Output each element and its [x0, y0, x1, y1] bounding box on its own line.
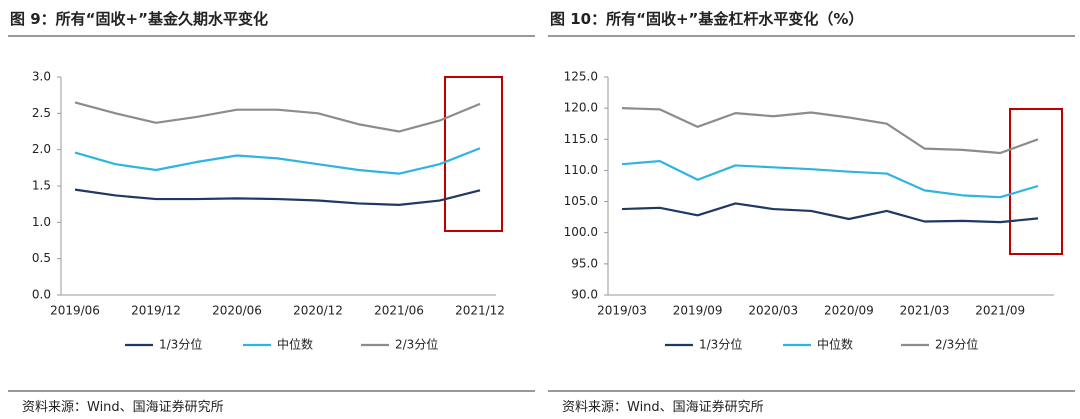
y-tick-label: 115.0	[564, 132, 598, 146]
y-tick-label: 95.0	[571, 256, 598, 270]
y-tick-label: 3.0	[32, 70, 51, 84]
y-tick-label: 125.0	[564, 70, 598, 84]
x-tick-label: 2020/03	[748, 304, 798, 318]
y-tick-label: 1.5	[32, 179, 51, 193]
y-tick-label: 110.0	[564, 163, 598, 177]
legend-label: 2/3分位	[935, 337, 978, 352]
x-tick-label: 2021/06	[374, 304, 424, 318]
x-tick-label: 2019/09	[673, 304, 723, 318]
x-tick-label: 2020/06	[212, 304, 262, 318]
x-tick-label: 2020/09	[824, 304, 874, 318]
x-tick-label: 2021/12	[455, 304, 505, 318]
highlight-box	[1009, 108, 1063, 255]
y-tick-label: 105.0	[564, 194, 598, 208]
y-tick-label: 2.5	[32, 106, 51, 120]
x-tick-label: 2019/03	[597, 304, 647, 318]
y-tick-label: 120.0	[564, 101, 598, 115]
x-tick-label: 2021/09	[975, 304, 1025, 318]
y-tick-label: 90.0	[571, 288, 598, 302]
series-line	[74, 147, 481, 175]
highlight-box	[444, 76, 503, 232]
source: 资料来源：Wind、国海证券研究所	[562, 399, 764, 415]
y-tick-label: 1.0	[32, 215, 51, 229]
series-line	[621, 159, 1039, 199]
legend-label: 中位数	[277, 337, 313, 352]
y-tick-label: 0.5	[32, 251, 51, 265]
series-line	[621, 202, 1039, 224]
y-tick-label: 100.0	[564, 225, 598, 239]
series-line	[74, 188, 481, 206]
legend-label: 中位数	[817, 337, 853, 352]
x-tick-label: 2019/06	[50, 304, 100, 318]
legend-label: 1/3分位	[159, 337, 202, 352]
source: 资料来源：Wind、国海证券研究所	[22, 399, 224, 415]
x-tick-label: 2019/12	[131, 304, 181, 318]
x-tick-label: 2021/03	[900, 304, 950, 318]
chart-title: 图 9：所有“固收+”基金久期水平变化	[10, 10, 268, 28]
y-tick-label: 0.0	[32, 288, 51, 302]
chart-title: 图 10：所有“固收+”基金杠杆水平变化（%）	[550, 10, 863, 28]
legend-label: 2/3分位	[395, 337, 438, 352]
legend-label: 1/3分位	[699, 337, 742, 352]
x-tick-label: 2020/12	[293, 304, 343, 318]
series-line	[621, 107, 1039, 155]
series-line	[74, 101, 481, 133]
y-tick-label: 2.0	[32, 142, 51, 156]
